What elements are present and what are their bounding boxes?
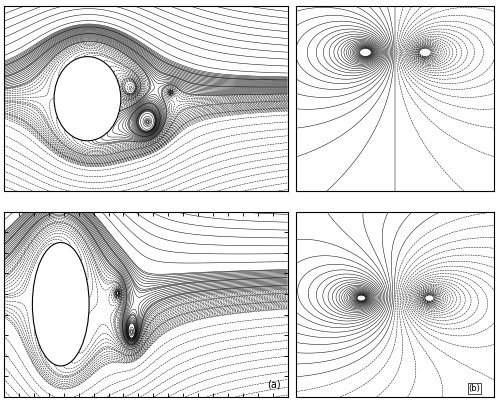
Text: (a): (a) [267, 379, 280, 389]
Text: (b): (b) [468, 384, 479, 393]
Circle shape [54, 57, 121, 141]
Circle shape [32, 243, 89, 366]
